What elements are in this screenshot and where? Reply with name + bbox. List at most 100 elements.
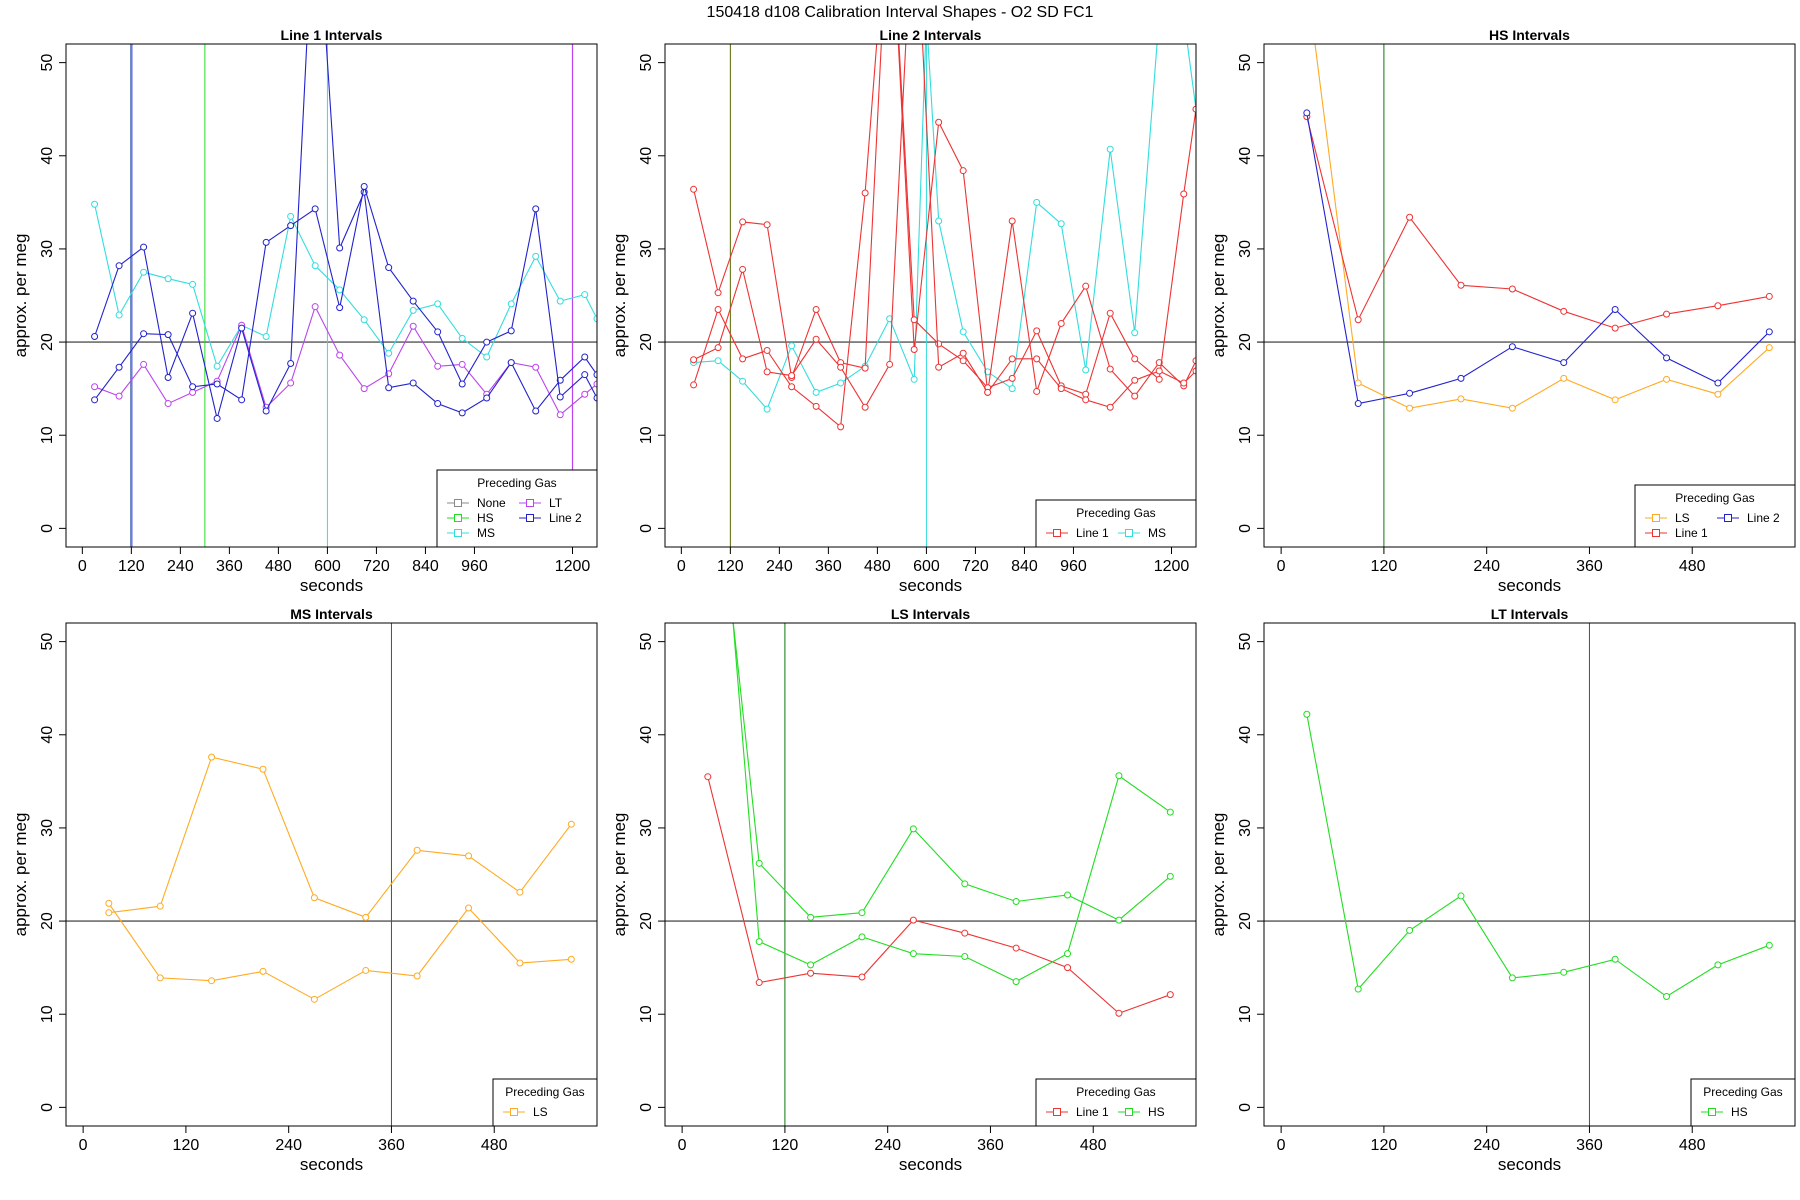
x-tick-label: 240: [167, 558, 194, 575]
legend: Preceding Gas Line 1 MS: [1035, 499, 1197, 548]
data-point: [532, 407, 540, 415]
data-point: [1663, 310, 1671, 318]
series-line: [94, 204, 597, 368]
series-line: [94, 186, 597, 401]
plot-frame: [65, 622, 598, 1127]
data-point: [755, 979, 763, 987]
x-tick-label: 360: [1576, 558, 1603, 575]
data-point: [140, 243, 148, 251]
data-point: [1508, 404, 1516, 412]
data-point: [483, 394, 491, 402]
series-hs: [732, 623, 1174, 924]
data-point: [1082, 366, 1090, 374]
data-point: [788, 372, 796, 380]
legend-label: MS: [1148, 526, 1166, 540]
x-tick-label: 360: [815, 558, 842, 575]
data-point: [909, 950, 917, 958]
data-point: [1008, 385, 1016, 393]
y-axis-label: approx. per meg: [1209, 813, 1228, 937]
data-point: [1406, 926, 1414, 934]
legend-swatch-marker: [526, 514, 534, 522]
series-line-2: [91, 44, 597, 422]
x-tick-label: 480: [1679, 558, 1706, 575]
x-axis-label: seconds: [899, 576, 962, 595]
legend-box: [1035, 499, 1197, 548]
y-tick-label: 30: [638, 819, 655, 837]
legend-swatch-marker: [1053, 1108, 1061, 1116]
data-point: [909, 825, 917, 833]
data-point: [238, 324, 246, 332]
legend-label: HS: [1731, 1105, 1748, 1119]
data-point: [593, 371, 597, 379]
legend-entry: HS: [447, 511, 494, 525]
series-line-1: [1303, 113, 1773, 332]
data-point: [807, 969, 815, 977]
y-axis: 0 10 20 30 40 50: [638, 633, 666, 1112]
y-tick-label: 20: [1237, 912, 1254, 930]
legend-label: None: [477, 496, 506, 510]
y-tick-label: 10: [1237, 1005, 1254, 1023]
plot-area: [1264, 44, 1795, 547]
data-point: [861, 364, 869, 372]
data-point: [690, 381, 698, 389]
y-tick-label: 0: [39, 1103, 56, 1112]
legend-entry: LS: [1645, 511, 1690, 525]
y-tick-label: 10: [39, 1005, 56, 1023]
data-point: [1033, 198, 1041, 206]
data-point: [532, 252, 540, 260]
y-tick-label: 50: [1237, 54, 1254, 72]
series-line: [108, 756, 572, 918]
data-point: [1508, 974, 1516, 982]
data-point: [1406, 213, 1414, 221]
legend-entry: MS: [1118, 526, 1166, 540]
y-tick-label: 10: [638, 426, 655, 444]
legend-label: Line 1: [1076, 1105, 1109, 1119]
series-ms: [690, 13, 1196, 413]
panel-6: LT Intervals 0 120 240 360 480 seconds 0 10 20 30 4…: [1209, 606, 1796, 1174]
legend-label: MS: [477, 526, 495, 540]
data-point: [483, 353, 491, 361]
data-point: [690, 185, 698, 193]
y-tick-label: 10: [638, 1005, 655, 1023]
x-tick-label: 240: [874, 1137, 901, 1154]
data-point: [532, 205, 540, 213]
y-tick-label: 50: [1237, 633, 1254, 651]
data-point: [336, 351, 344, 359]
data-point: [310, 995, 318, 1003]
legend-swatch-marker: [510, 1108, 518, 1116]
data-point: [362, 913, 370, 921]
data-point: [156, 902, 164, 910]
data-point: [1457, 374, 1465, 382]
data-point: [1663, 375, 1671, 383]
series-line: [94, 305, 597, 416]
data-point: [434, 362, 442, 370]
data-point: [262, 407, 270, 415]
y-tick-label: 40: [1237, 147, 1254, 165]
data-point: [1181, 13, 1187, 19]
data-point: [1354, 985, 1362, 993]
legend-swatch-marker: [1053, 529, 1061, 537]
data-point: [287, 222, 295, 230]
data-point: [262, 238, 270, 246]
panel-title: Line 2 Intervals: [880, 27, 982, 43]
data-point: [1131, 376, 1139, 384]
data-point: [1611, 305, 1619, 313]
legend-swatch-marker: [454, 514, 462, 522]
data-point: [593, 315, 597, 323]
legend-box: [492, 1078, 598, 1127]
data-point: [755, 938, 763, 946]
data-point: [1560, 359, 1568, 367]
x-tick-label: 840: [412, 558, 439, 575]
data-point: [1115, 1009, 1123, 1017]
data-point: [1064, 964, 1072, 972]
legend-title: Preceding Gas: [505, 1085, 584, 1099]
data-point: [336, 286, 344, 294]
legend-swatch-marker: [1724, 514, 1732, 522]
x-tick-label: 120: [1371, 1137, 1398, 1154]
series-lt: [91, 303, 597, 419]
data-point: [213, 362, 221, 370]
legend-entry: Line 2: [1717, 511, 1780, 525]
x-tick-label: 480: [864, 558, 891, 575]
legend-entry: Line 1: [1046, 1105, 1109, 1119]
